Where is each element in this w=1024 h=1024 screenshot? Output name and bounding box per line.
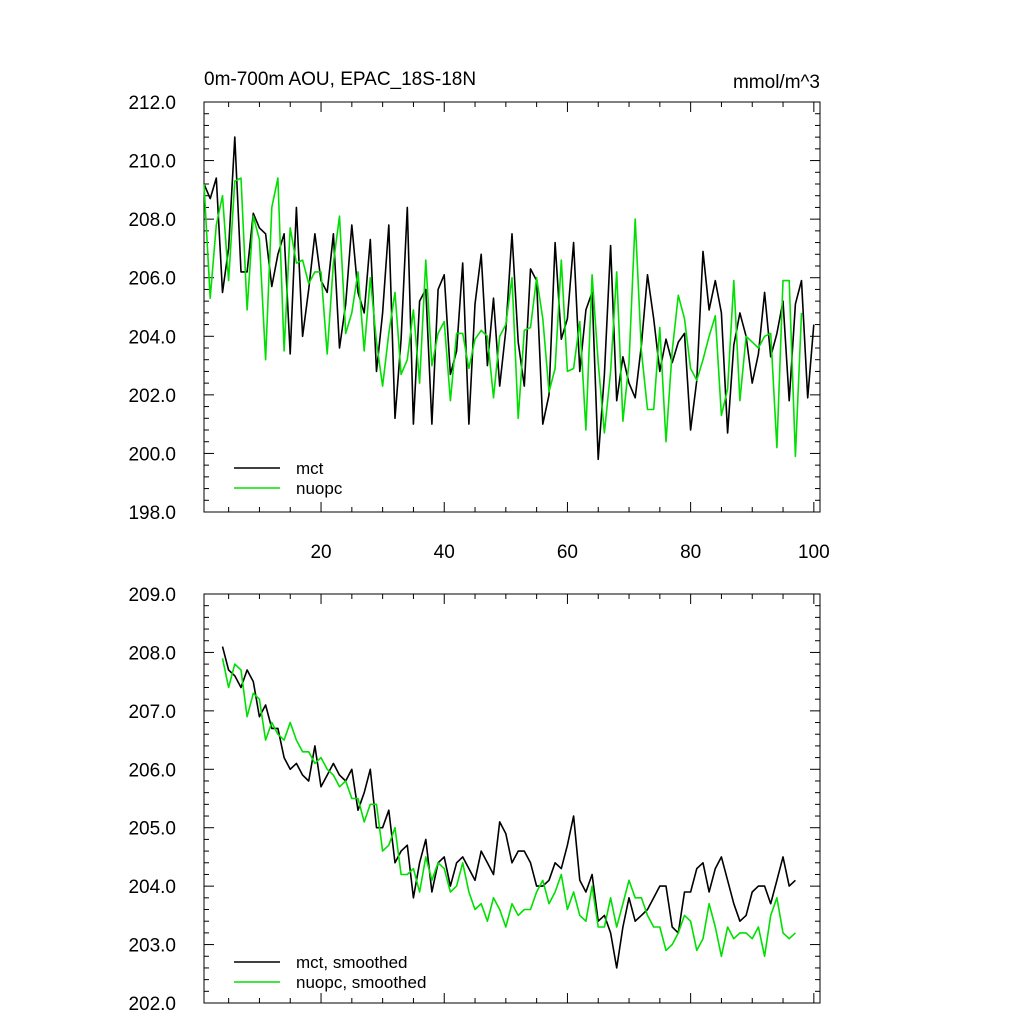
series-line-mct (203, 136, 815, 461)
x-tick-label: 40 (434, 542, 455, 563)
y-tick-label: 204.0 (128, 877, 176, 898)
plot-frame-1 (203, 593, 821, 1004)
x-tick-label: 20 (310, 542, 331, 563)
y-tick-label: 206.0 (128, 760, 176, 781)
legend-label: mct, smoothed (296, 953, 408, 972)
units-label: mmol/m^3 (733, 72, 820, 93)
plot-frame-0 (203, 101, 821, 513)
y-tick-label: 212.0 (128, 93, 176, 114)
x-tick-label: 80 (680, 542, 701, 563)
y-tick-label: 200.0 (128, 444, 176, 465)
y-tick-label: 202.0 (128, 386, 176, 407)
y-tick-label: 203.0 (128, 936, 176, 957)
chart-title: 0m-700m AOU, EPAC_18S-18N (204, 69, 476, 90)
x-tick-label: 100 (798, 542, 830, 563)
series-line-mct (221, 646, 796, 969)
y-tick-label: 202.0 (128, 994, 176, 1015)
legend-label: nuopc, smoothed (296, 973, 426, 992)
legend-label: nuopc (296, 479, 343, 498)
y-tick-label: 198.0 (128, 503, 176, 524)
y-tick-label: 208.0 (128, 643, 176, 664)
y-tick-label: 206.0 (128, 269, 176, 290)
y-tick-label: 204.0 (128, 327, 176, 348)
y-tick-label: 205.0 (128, 819, 176, 840)
y-tick-label: 209.0 (128, 585, 176, 606)
y-tick-label: 210.0 (128, 152, 176, 173)
x-tick-label: 60 (557, 542, 578, 563)
series-line-nuopc (203, 177, 803, 458)
y-tick-label: 208.0 (128, 210, 176, 231)
series-line-nuopc (221, 658, 796, 958)
y-tick-label: 207.0 (128, 702, 176, 723)
legend-label: mct (296, 459, 324, 478)
